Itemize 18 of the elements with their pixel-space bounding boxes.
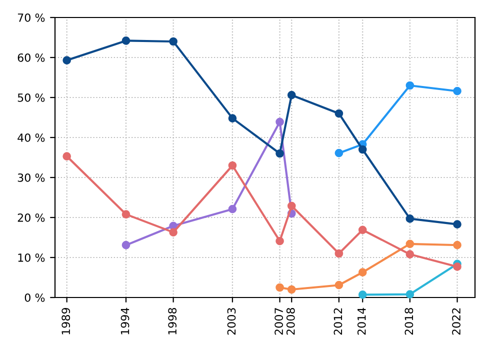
y-tick-label: 0 % bbox=[24, 293, 45, 302]
y-tick-label: 60 % bbox=[18, 53, 45, 62]
y-tick-label: 10 % bbox=[18, 253, 45, 262]
y-tick-label: 50 % bbox=[18, 93, 45, 102]
x-tick-label: 1994 bbox=[120, 308, 130, 334]
y-tick-label: 40 % bbox=[18, 133, 45, 142]
x-tick-label: 2008 bbox=[286, 308, 295, 335]
y-tick-label: 30 % bbox=[18, 173, 45, 182]
x-tick-label: 2022 bbox=[452, 308, 460, 335]
x-tick-label: 2014 bbox=[357, 308, 366, 335]
x-tick-label: 2003 bbox=[227, 308, 236, 335]
x-tick-label: 1998 bbox=[168, 308, 177, 334]
x-tick-label: 2012 bbox=[334, 308, 342, 335]
x-tick-label: 1989 bbox=[62, 308, 70, 334]
x-tick-label: 2007 bbox=[274, 308, 284, 335]
x-tick-label: 2018 bbox=[404, 308, 414, 335]
y-tick-label: 20 % bbox=[18, 213, 45, 222]
y-tick-label: 70 % bbox=[18, 13, 45, 22]
